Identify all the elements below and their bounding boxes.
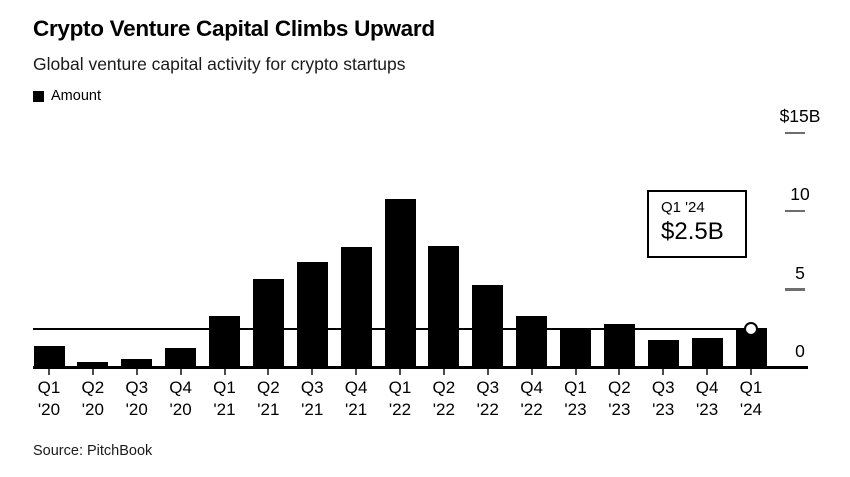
x-axis-label: Q4'20: [169, 378, 192, 419]
bar: [560, 328, 591, 368]
source-label: Source: PitchBook: [33, 443, 153, 459]
x-axis-tick: [662, 368, 665, 375]
x-axis-tick: [48, 368, 50, 375]
reference-line: [33, 328, 767, 330]
x-axis-label: Q2'20: [81, 378, 105, 419]
bar: [691, 338, 723, 368]
x-axis-label: Q1'24: [739, 378, 763, 419]
legend-square-icon: [33, 90, 44, 102]
y-axis-tick-dash: [785, 209, 805, 213]
bar: [77, 361, 109, 368]
x-axis-label: Q3'22: [476, 378, 500, 419]
x-axis-tick: [530, 368, 533, 375]
x-axis-tick: [135, 368, 138, 375]
callout-box: Q1 '24 $2.5B: [647, 190, 747, 258]
y-axis-label: 10: [790, 184, 810, 205]
x-axis-label: Q2'22: [432, 378, 456, 419]
bar: [33, 346, 65, 368]
x-axis-label: Q3'23: [651, 378, 675, 419]
bar: [603, 324, 635, 368]
bar: [252, 278, 284, 368]
y-axis-tick-dash: [785, 131, 805, 135]
x-axis-label: Q2'21: [257, 378, 280, 419]
callout-value-label: $2.5B: [661, 218, 724, 245]
y-axis-label: 0: [795, 341, 805, 361]
x-axis-tick: [574, 368, 577, 375]
bar: [165, 347, 197, 368]
legend-label: Amount: [51, 88, 101, 104]
x-axis-label: Q1'22: [388, 378, 412, 419]
bar: [209, 316, 240, 368]
x-axis-tick: [442, 368, 445, 375]
x-axis-tick: [267, 368, 270, 375]
chart-subtitle: Global venture capital activity for cryp…: [33, 54, 406, 74]
bar: [472, 285, 504, 368]
x-axis-label: Q1'20: [37, 378, 61, 419]
legend: Amount: [33, 88, 101, 104]
x-axis-label: Q1'23: [564, 378, 587, 419]
x-axis-label: Q3'20: [125, 378, 149, 419]
x-axis-tick: [618, 368, 621, 375]
x-axis-tick: [486, 368, 489, 375]
y-axis-tick-dash: [785, 288, 805, 291]
x-axis-tick: [706, 368, 709, 375]
x-axis-line: [33, 366, 808, 369]
x-axis-label: Q2'23: [608, 378, 631, 419]
y-axis-label: $15B: [779, 106, 821, 127]
x-axis-label: Q4'23: [695, 378, 719, 419]
callout-period-label: Q1 '24: [661, 199, 705, 216]
x-axis-tick: [399, 368, 401, 375]
bar: [516, 316, 548, 368]
y-axis-label: 5: [795, 262, 805, 283]
x-axis-tick: [311, 368, 314, 375]
x-axis-tick: [179, 368, 182, 375]
chart-title: Crypto Venture Capital Climbs Upward: [33, 16, 435, 41]
bar: [296, 261, 328, 368]
bar: [121, 358, 153, 368]
bar: [428, 245, 460, 368]
bar: [647, 339, 679, 368]
x-axis-tick: [223, 368, 226, 375]
x-axis-tick: [91, 368, 94, 375]
bar: [340, 247, 372, 368]
x-axis-label: Q3'21: [300, 378, 324, 419]
bar: [384, 198, 416, 368]
x-axis-label: Q4'22: [520, 378, 543, 419]
x-axis-tick: [355, 368, 358, 375]
x-axis-label: Q4'21: [344, 378, 368, 419]
latest-point-marker-icon: [744, 321, 758, 336]
x-axis-tick: [750, 368, 752, 375]
x-axis-label: Q1'21: [213, 378, 236, 419]
